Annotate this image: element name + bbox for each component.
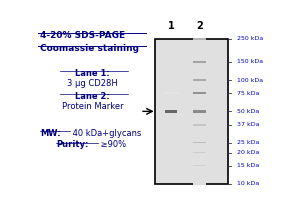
Text: 250 kDa: 250 kDa [237,36,264,41]
FancyBboxPatch shape [193,124,206,126]
Text: 3 μg CD28H: 3 μg CD28H [67,79,118,88]
FancyBboxPatch shape [163,92,179,94]
Text: ≥90%: ≥90% [98,140,126,149]
Text: 4-20% SDS-PAGE: 4-20% SDS-PAGE [40,31,125,40]
FancyBboxPatch shape [193,61,206,63]
Text: 15 kDa: 15 kDa [237,163,260,168]
FancyBboxPatch shape [193,79,206,81]
FancyBboxPatch shape [193,165,206,166]
Text: 100 kDa: 100 kDa [237,78,264,83]
Text: Lane 1:: Lane 1: [75,68,110,77]
Text: 50 kDa: 50 kDa [237,109,260,114]
FancyBboxPatch shape [165,110,177,113]
FancyBboxPatch shape [193,92,206,94]
Text: 75 kDa: 75 kDa [237,91,260,96]
Text: 1: 1 [168,21,174,31]
Text: 20 kDa: 20 kDa [237,150,260,155]
Text: Coomassie staining: Coomassie staining [40,44,139,53]
Text: 25 kDa: 25 kDa [237,140,260,145]
Text: Lane 2:: Lane 2: [75,92,110,101]
FancyBboxPatch shape [193,38,206,40]
Text: Protein Marker: Protein Marker [62,102,124,111]
Text: Purity:: Purity: [57,140,89,149]
FancyBboxPatch shape [193,183,206,184]
Text: MW:: MW: [40,129,60,138]
Text: 150 kDa: 150 kDa [237,59,264,64]
Text: 2: 2 [196,21,203,31]
Text: 37 kDa: 37 kDa [237,122,260,127]
FancyBboxPatch shape [193,110,206,113]
FancyBboxPatch shape [193,142,206,143]
FancyBboxPatch shape [193,152,206,153]
FancyBboxPatch shape [155,39,228,184]
Text: 10 kDa: 10 kDa [237,181,260,186]
Text: 40 kDa+glycans: 40 kDa+glycans [70,129,141,138]
